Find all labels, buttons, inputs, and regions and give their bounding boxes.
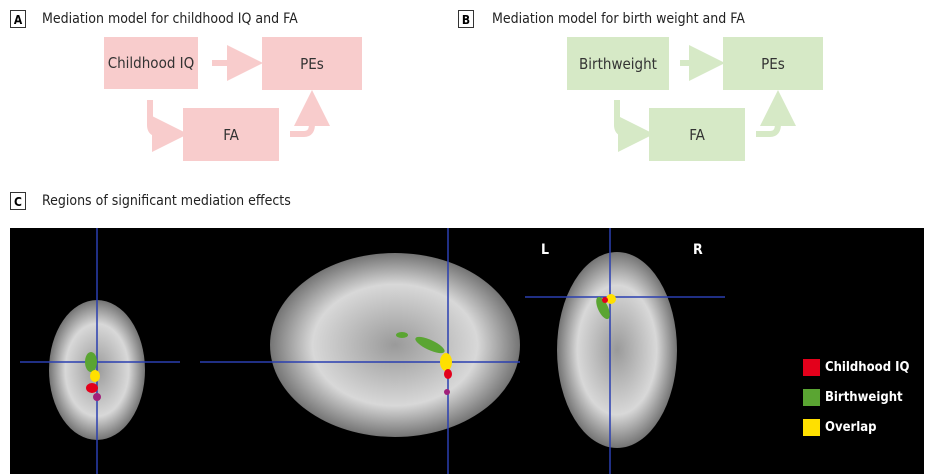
panel-title: Mediation model for childhood IQ and FA	[42, 11, 298, 27]
legend-label: Overlap	[825, 420, 877, 435]
legend-label: Childhood IQ	[825, 360, 910, 375]
panel-title: Regions of significant mediation effects	[42, 193, 291, 209]
legend-swatch	[803, 419, 820, 436]
brain-image	[10, 228, 924, 474]
arrows-a	[147, 45, 330, 152]
orientation-label: L	[541, 242, 550, 258]
legend-label: Birthweight	[825, 390, 903, 405]
legend-swatch	[803, 389, 820, 406]
panel-label: B	[458, 10, 474, 28]
node: FA	[649, 108, 745, 161]
arrows-b	[614, 45, 796, 152]
panel-label: C	[10, 192, 26, 210]
node: PEs	[262, 37, 362, 90]
panel-title: Mediation model for birth weight and FA	[492, 11, 745, 27]
node: FA	[183, 108, 279, 161]
legend-swatch	[803, 359, 820, 376]
node: Childhood IQ	[104, 37, 198, 89]
orientation-label: R	[693, 242, 703, 258]
panel-label: A	[10, 10, 26, 28]
node: Birthweight	[567, 37, 669, 90]
node: PEs	[723, 37, 823, 90]
